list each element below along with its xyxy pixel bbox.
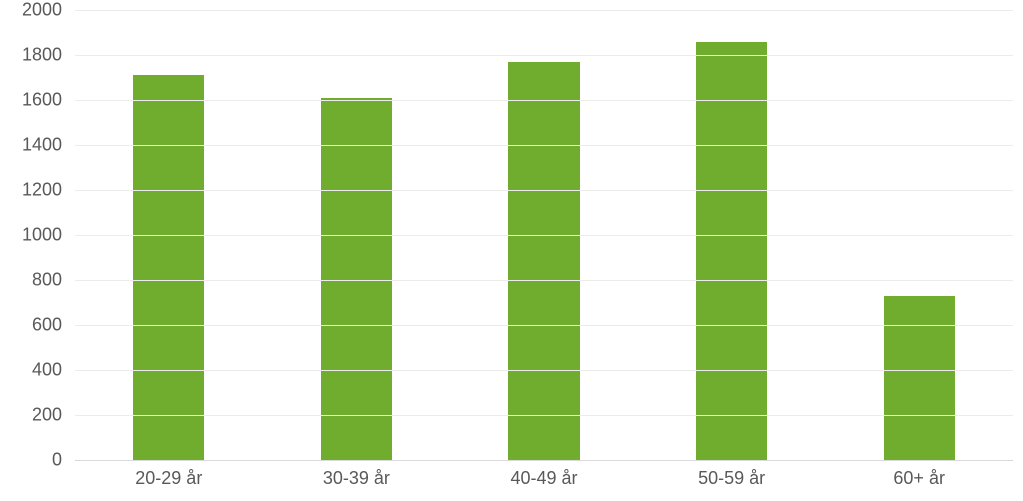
y-tick-label: 1800 xyxy=(2,45,62,66)
grid-line xyxy=(75,325,1013,326)
bar xyxy=(321,98,392,460)
plot-area xyxy=(75,10,1013,461)
bar-chart: 0 200 400 600 800 1000 1200 1400 1600 1800 2000 20… xyxy=(0,0,1023,501)
y-tick-label: 1200 xyxy=(2,180,62,201)
bar xyxy=(133,75,204,460)
y-tick-label: 0 xyxy=(2,450,62,471)
grid-line xyxy=(75,55,1013,56)
y-tick-label: 200 xyxy=(2,405,62,426)
grid-line xyxy=(75,100,1013,101)
grid-line xyxy=(75,280,1013,281)
grid-line xyxy=(75,190,1013,191)
grid-line xyxy=(75,235,1013,236)
x-tick-label: 50-59 år xyxy=(698,468,765,489)
grid-line xyxy=(75,145,1013,146)
bar xyxy=(884,296,955,460)
x-axis: 20-29 år 30-39 år 40-49 år 50-59 år 60+ år xyxy=(75,462,1013,492)
grid-line xyxy=(75,10,1013,11)
y-tick-label: 1600 xyxy=(2,90,62,111)
y-axis: 0200400600800100012001400160018002000 xyxy=(0,0,70,460)
bar xyxy=(508,62,579,460)
grid-line xyxy=(75,370,1013,371)
y-tick-label: 400 xyxy=(2,360,62,381)
y-tick-label: 1400 xyxy=(2,135,62,156)
bar xyxy=(696,42,767,461)
grid-line xyxy=(75,415,1013,416)
x-tick-label: 40-49 år xyxy=(510,468,577,489)
y-tick-label: 1000 xyxy=(2,225,62,246)
y-tick-label: 800 xyxy=(2,270,62,291)
y-tick-label: 600 xyxy=(2,315,62,336)
x-tick-label: 60+ år xyxy=(893,468,945,489)
x-tick-label: 30-39 år xyxy=(323,468,390,489)
x-tick-label: 20-29 år xyxy=(135,468,202,489)
y-tick-label: 2000 xyxy=(2,0,62,21)
